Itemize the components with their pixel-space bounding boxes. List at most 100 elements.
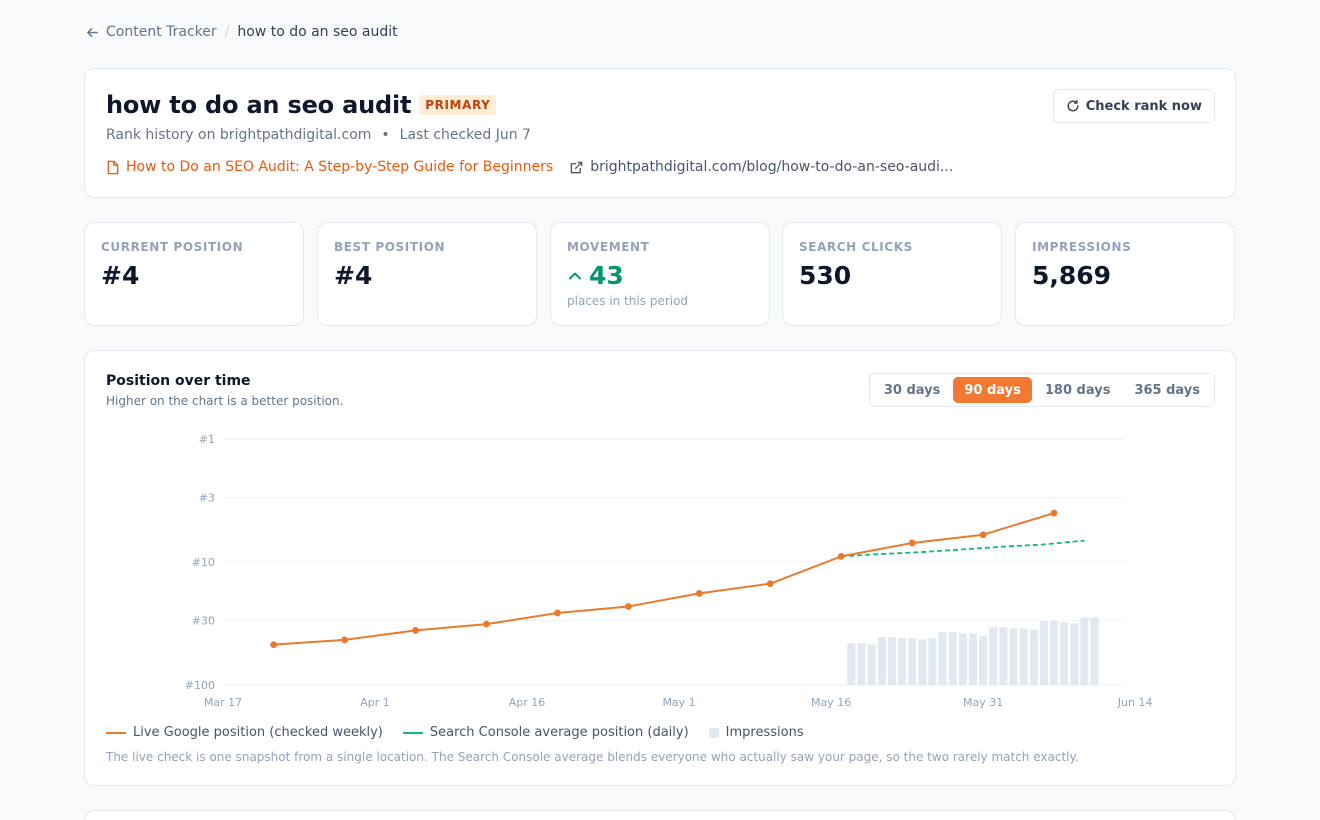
impressions-bar [1070, 623, 1079, 685]
stat-impressions: IMPRESSIONS 5,869 [1015, 222, 1235, 326]
impressions-bar [958, 633, 967, 685]
impressions-bar [1019, 628, 1028, 685]
legend-swatch-console [402, 731, 423, 734]
impressions-bar [999, 627, 1008, 685]
stat-value: 5,869 [1032, 261, 1112, 290]
range-180-days[interactable]: 180 days [1034, 377, 1122, 403]
x-tick-label: Apr 16 [509, 696, 546, 709]
stat-value: #4 [334, 261, 373, 290]
refresh-icon [1067, 99, 1079, 112]
impressions-bar [989, 627, 998, 685]
subtitle-last-checked: Last checked Jun 7 [399, 127, 531, 143]
check-rank-label: Check rank now [1085, 98, 1202, 114]
chart-subtitle: Higher on the chart is a better position… [106, 394, 344, 408]
live-point [483, 620, 490, 628]
legend-live-label: Live Google position (checked weekly) [133, 725, 383, 740]
chart-note: The live check is one snapshot from a si… [106, 750, 1079, 764]
stat-label: SEARCH CLICKS [799, 240, 913, 254]
breadcrumb: Content Tracker / how to do an seo audit [85, 24, 398, 40]
live-point [1050, 509, 1058, 517]
stat-best-position: BEST POSITION #4 [317, 222, 537, 326]
impressions-bar [928, 638, 937, 685]
position-chart-card: #1 #3 #10 #30 #100 Mar 17 Apr 1 Apr 16 May 1 May … [84, 350, 1236, 786]
chevron-up-icon [569, 272, 581, 279]
stat-current-position: CURRENT POSITION #4 [84, 222, 304, 326]
next-section-card [84, 810, 1236, 820]
live-point [554, 609, 561, 617]
breadcrumb-separator: / [224, 24, 230, 40]
live-point [270, 641, 278, 649]
arrow-left-icon [87, 27, 98, 37]
legend-swatch-live [106, 731, 126, 734]
legend-impressions-label: Impressions [725, 725, 804, 740]
impressions-bar [908, 638, 917, 685]
impressions-bar [1090, 617, 1099, 685]
article-link[interactable]: How to Do an SEO Audit: A Step-by-Step G… [106, 159, 553, 175]
stat-note: places in this period [567, 294, 689, 308]
x-tick-label: May 1 [662, 696, 695, 709]
breadcrumb-back-link[interactable]: Content Tracker [85, 24, 217, 40]
stat-label: BEST POSITION [334, 240, 446, 254]
impressions-bar [887, 637, 896, 685]
stat-movement: MOVEMENT 43 places in this period [550, 222, 770, 326]
live-point [412, 627, 419, 634]
breadcrumb-parent: Content Tracker [106, 24, 217, 40]
breadcrumb-current: how to do an seo audit [237, 24, 398, 40]
chart-title: Position over time [106, 373, 251, 389]
y-tick-label: #3 [199, 492, 215, 505]
impressions-bar [938, 632, 947, 685]
impressions-bar [1039, 621, 1048, 685]
live-point [979, 531, 987, 539]
impressions-bar [918, 639, 927, 685]
x-tick-label: Mar 17 [204, 696, 242, 709]
series-line-console [841, 539, 1085, 558]
impressions-bar [1050, 621, 1059, 685]
y-tick-label: #100 [185, 679, 215, 692]
y-tick-label: #30 [192, 615, 215, 628]
legend-swatch-impressions [708, 727, 719, 738]
stat-label: CURRENT POSITION [101, 240, 244, 254]
x-tick-label: Jun 14 [1117, 696, 1153, 709]
range-90-days[interactable]: 90 days [953, 377, 1032, 403]
subtitle-dot: • [381, 127, 390, 143]
impressions-bar [877, 637, 886, 685]
range-selector: 30 days 90 days 180 days 365 days [868, 373, 1215, 407]
stat-label: IMPRESSIONS [1032, 240, 1132, 254]
legend-live: Live Google position (checked weekly) [106, 725, 383, 740]
impressions-bar [968, 633, 978, 685]
chart-legend: Live Google position (checked weekly) Se… [106, 725, 804, 740]
url-link[interactable]: brightpathdigital.com/blog/how-to-do-an-… [569, 159, 953, 175]
check-rank-button[interactable]: Check rank now [1052, 89, 1215, 123]
live-point [695, 589, 703, 597]
primary-badge: PRIMARY [419, 95, 497, 115]
stat-label: MOVEMENT [567, 240, 650, 254]
series-line-live [273, 512, 1055, 646]
legend-impressions: Impressions [708, 725, 804, 740]
range-365-days[interactable]: 365 days [1123, 377, 1211, 403]
impressions-bar [1009, 628, 1018, 685]
subtitle-site: Rank history on brightpathdigital.com [106, 127, 372, 143]
position-chart: #1 #3 #10 #30 #100 Mar 17 Apr 1 Apr 16 May 1 May … [185, 433, 1153, 709]
external-link-icon [570, 161, 583, 173]
x-tick-label: Apr 1 [360, 696, 390, 709]
legend-console: Search Console average position (daily) [402, 725, 689, 740]
impressions-bar [1029, 629, 1038, 685]
x-tick-label: May 31 [963, 696, 1003, 709]
impressions-bar [857, 643, 866, 685]
header-subtitle: Rank history on brightpathdigital.com • … [106, 127, 531, 143]
stat-search-clicks: SEARCH CLICKS 530 [782, 222, 1002, 326]
article-link-label: How to Do an SEO Audit: A Step-by-Step G… [126, 159, 554, 175]
live-point [341, 636, 349, 644]
keyword-header-card: how to do an seo audit PRIMARY Rank hist… [84, 68, 1236, 198]
y-tick-label: #1 [199, 433, 215, 446]
impressions-bar [847, 643, 856, 685]
impressions-bar [979, 635, 988, 685]
impressions-bar [1080, 617, 1089, 685]
page-title: how to do an seo audit [106, 91, 412, 119]
stat-value: 43 [589, 261, 624, 290]
impressions-bar [867, 644, 876, 685]
impressions-bar [897, 638, 907, 685]
range-30-days[interactable]: 30 days [873, 377, 952, 403]
y-tick-label: #10 [192, 556, 215, 569]
impressions-bar [948, 632, 957, 685]
